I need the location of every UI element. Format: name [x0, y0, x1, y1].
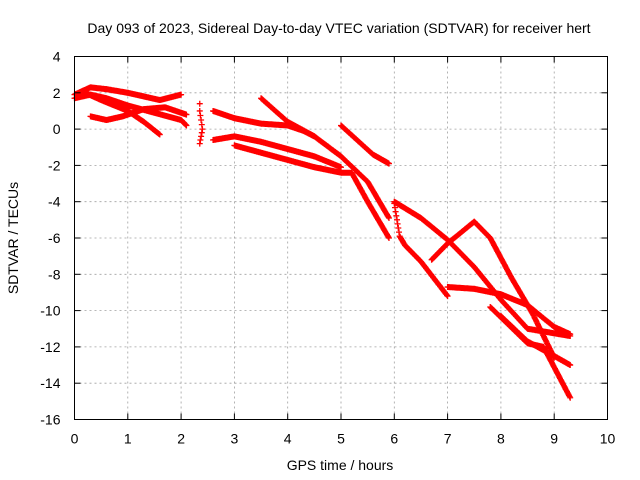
data-point — [196, 100, 203, 107]
data-point-trail — [197, 112, 205, 143]
x-axis-title: GPS time / hours — [287, 457, 394, 473]
series-track-j — [338, 122, 392, 167]
y-tick-label: 4 — [53, 49, 61, 65]
x-tick-label: 9 — [550, 431, 558, 447]
data-point-trail — [338, 123, 392, 167]
y-tick-label: -14 — [40, 375, 60, 391]
series-track-f — [210, 107, 318, 140]
chart-title: Day 093 of 2023, Sidereal Day-to-day VTE… — [87, 20, 590, 36]
x-tick-label: 5 — [337, 431, 345, 447]
series-track-l — [391, 198, 574, 340]
series-track-d — [87, 104, 190, 124]
y-tick-label: -16 — [40, 412, 60, 428]
series-track-p — [487, 303, 574, 401]
series-track-i — [258, 95, 392, 222]
data-points — [71, 84, 574, 401]
series-track-n — [444, 284, 574, 338]
x-tick-labels: 0 1 2 3 4 5 6 7 8 9 10 — [71, 431, 616, 447]
x-tick-label: 2 — [177, 431, 185, 447]
y-tick-label: -2 — [48, 157, 61, 173]
x-tick-label: 10 — [600, 431, 616, 447]
series-track-k — [391, 200, 451, 300]
series-track-h — [231, 142, 392, 241]
y-tick-label: -6 — [48, 230, 61, 246]
data-point-trail — [391, 199, 573, 339]
series-track-e — [196, 100, 206, 147]
data-point-trail — [88, 104, 189, 123]
axis-ticks — [74, 56, 608, 420]
data-point-trail — [82, 90, 163, 137]
data-point-trail — [232, 142, 392, 240]
y-tick-labels: 4 2 0 -2 -4 -6 -8 -10 -12 -14 -16 — [40, 49, 60, 428]
y-tick-label: 2 — [53, 85, 61, 101]
x-tick-label: 1 — [124, 431, 132, 447]
data-point-trail — [392, 204, 450, 299]
x-tick-label: 3 — [231, 431, 239, 447]
y-axis-title: SDTVAR / TECUs — [5, 182, 21, 294]
y-tick-label: -10 — [40, 303, 60, 319]
y-tick-label: -4 — [48, 194, 61, 210]
y-tick-label: -12 — [40, 339, 60, 355]
y-tick-label: 0 — [53, 121, 61, 137]
series-track-c — [82, 89, 163, 138]
x-tick-label: 4 — [284, 431, 292, 447]
y-tick-label: -8 — [48, 266, 61, 282]
data-point-trail — [210, 133, 344, 170]
series-track-a — [71, 84, 185, 104]
data-point-trail — [72, 84, 184, 103]
x-tick-label: 6 — [390, 431, 398, 447]
x-tick-label: 7 — [444, 431, 452, 447]
data-point-trail — [487, 304, 573, 400]
data-point-trail — [445, 284, 573, 337]
data-point-trail — [258, 95, 392, 220]
x-tick-label: 0 — [71, 431, 79, 447]
x-tick-label: 8 — [497, 431, 505, 447]
series-track-g — [210, 133, 344, 171]
